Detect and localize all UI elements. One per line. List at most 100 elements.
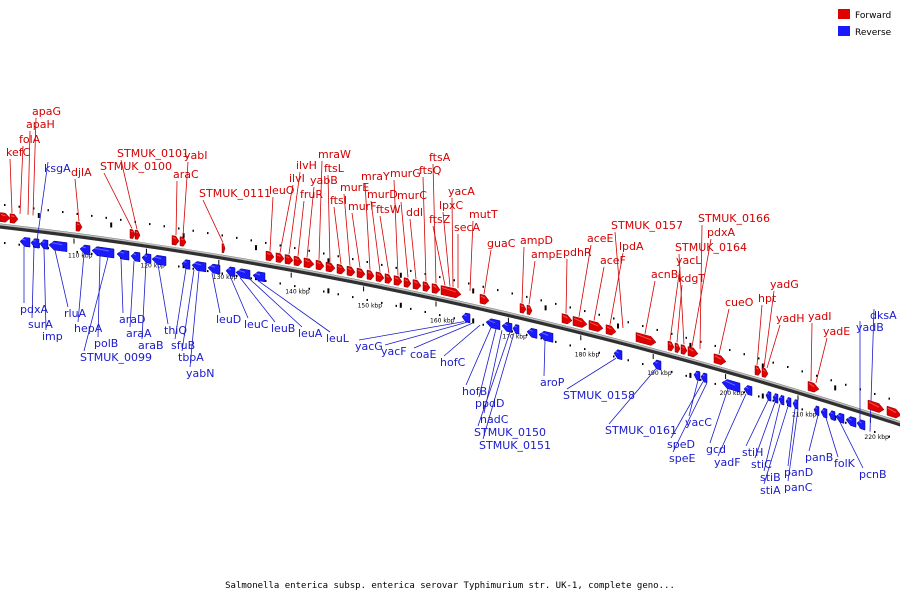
- gene-arrow-highlight: [486, 319, 496, 324]
- minor-tick-bottom: [381, 301, 383, 304]
- forward-gene-label: ftsI: [330, 194, 347, 207]
- minor-tick-top: [526, 295, 528, 298]
- reverse-gene-label: yacF: [381, 345, 407, 358]
- forward-gene-label: STMUK_0157: [611, 219, 683, 232]
- forward-gene-arrow: [393, 275, 403, 286]
- mid-tick-top: [182, 233, 185, 239]
- mid-tick-top: [472, 288, 475, 294]
- forward-gene-arrow: [9, 213, 19, 224]
- minor-tick-bottom: [207, 270, 209, 273]
- mid-tick-bottom: [761, 393, 764, 399]
- gene-arrow-highlight: [573, 317, 583, 323]
- minor-tick-top: [308, 249, 310, 252]
- reverse-gene-label: dksA: [870, 309, 897, 322]
- gene-label-leader: [306, 186, 315, 258]
- minor-tick-top: [250, 239, 252, 242]
- gene-label-leader: [74, 178, 80, 222]
- reverse-gene-label: thiQ: [164, 324, 187, 337]
- forward-gene-arrow: [284, 254, 294, 265]
- reverse-gene-label: sfuB: [171, 339, 195, 352]
- reverse-gene-label: polB: [94, 337, 118, 350]
- forward-gene-label: murC: [397, 189, 427, 202]
- gene-label-leader: [787, 408, 796, 467]
- forward-gene-label: STMUK_0166: [698, 212, 770, 225]
- reverse-gene-arrow: [538, 330, 554, 343]
- minor-tick-bottom: [18, 243, 20, 246]
- gene-arrow-highlight: [814, 406, 818, 410]
- forward-gene-label: ftsA: [429, 151, 451, 164]
- forward-gene-arrow: [75, 221, 83, 232]
- gene-label-leader: [400, 201, 409, 278]
- minor-tick-top: [685, 336, 687, 339]
- reverse-gene-label: stiC: [751, 458, 772, 471]
- forward-gene-arrow: [519, 303, 527, 314]
- reverse-gene-label: panD: [784, 466, 813, 479]
- minor-tick-top: [424, 272, 426, 275]
- forward-gene-arrow: [867, 399, 885, 413]
- forward-gene-arrow: [375, 271, 385, 283]
- mid-tick-top: [255, 245, 257, 251]
- forward-gene-label: STMUK_0101: [117, 147, 189, 160]
- gene-label-leader: [763, 403, 781, 472]
- gene-label-leader: [566, 357, 617, 390]
- minor-tick-bottom: [801, 408, 803, 411]
- gene-label-leader: [482, 332, 515, 440]
- minor-tick-top: [47, 209, 49, 212]
- reverse-gene-arrow: [91, 246, 115, 259]
- gene-arrow-highlight: [423, 283, 428, 286]
- reverse-gene-arrow: [835, 412, 845, 424]
- minor-tick-top: [294, 247, 296, 250]
- axis-ticks: 110 kbp 120 kbp 130 kbp 140 kbp 150 kbp 160 k…: [4, 204, 890, 441]
- gene-arrow-highlight: [562, 315, 568, 319]
- minor-tick-bottom: [221, 272, 223, 275]
- gene-label-leader: [578, 244, 592, 317]
- gene-label-leader: [175, 180, 178, 236]
- reverse-gene-arrow: [700, 372, 708, 384]
- forward-gene-label: murE: [340, 181, 369, 194]
- reverse-gene-label: STMUK_0151: [479, 439, 551, 452]
- reverse-gene-label: nadC: [480, 413, 509, 426]
- gene-label-leader: [27, 130, 31, 215]
- gene-label-leader: [528, 260, 536, 305]
- forward-gene-arrow: [403, 277, 412, 288]
- legend-forward-label: Forward: [855, 11, 891, 21]
- reverse-gene-label: ppdD: [475, 397, 504, 410]
- axis-tick-label: 120 kbp: [140, 263, 165, 270]
- reverse-gene-arrow: [130, 251, 141, 263]
- genome-backbone: [0, 223, 900, 427]
- reverse-gene-arrow: [778, 394, 785, 406]
- reverse-gene-arrow: [845, 416, 857, 428]
- minor-tick-top: [265, 241, 267, 244]
- minor-tick-top: [33, 207, 35, 210]
- reverse-gene-label: STMUK_0161: [605, 424, 677, 437]
- gene-arrow-highlight: [294, 257, 299, 261]
- reverse-gene-label: leuA: [298, 327, 323, 340]
- gene-arrow-highlight: [846, 416, 852, 421]
- forward-gene-arrow: [605, 324, 617, 336]
- minor-tick-bottom: [584, 348, 586, 351]
- gene-label-leader: [669, 266, 681, 341]
- gene-arrow-highlight: [539, 331, 549, 336]
- mid-tick-top: [544, 305, 547, 311]
- gene-label-leader: [333, 206, 342, 264]
- gene-label-leader: [709, 388, 729, 444]
- forward-gene-label: kefC: [6, 146, 31, 159]
- gene-label-leader: [181, 269, 195, 352]
- forward-gene-label: yabI: [184, 149, 207, 162]
- minor-tick-bottom: [192, 267, 194, 270]
- minor-tick-bottom: [308, 287, 310, 290]
- forward-gene-label: cueO: [725, 296, 754, 309]
- reverse-gene-arrow: [772, 393, 779, 404]
- minor-tick-bottom: [337, 293, 339, 296]
- reverse-gene-arrow: [512, 324, 520, 335]
- minor-tick-bottom: [395, 304, 397, 307]
- gene-label-leader: [483, 249, 492, 295]
- legend-reverse-label: Reverse: [855, 28, 892, 38]
- minor-tick-top: [366, 260, 368, 263]
- minor-tick-top: [700, 340, 702, 343]
- gene-label-leader: [718, 308, 730, 355]
- reverse-gene-label: STMUK_0099: [80, 351, 152, 364]
- gene-arrow-highlight: [180, 238, 184, 241]
- minor-tick-top: [482, 285, 484, 288]
- reverse-gene-label: hofB: [462, 385, 487, 398]
